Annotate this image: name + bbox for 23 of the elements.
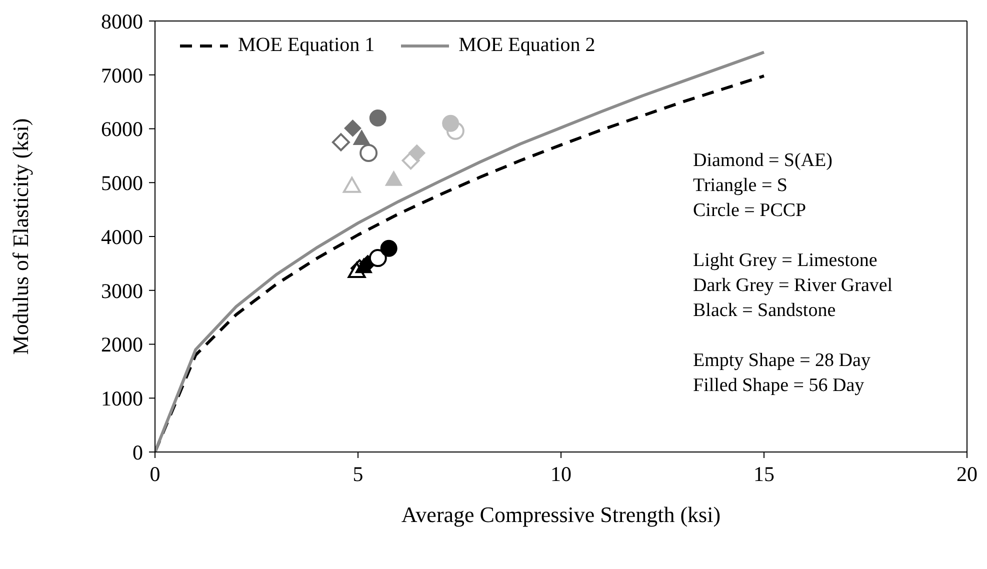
y-tick-label: 5000	[101, 171, 143, 196]
y-tick-label: 8000	[101, 9, 143, 34]
point	[368, 249, 387, 268]
y-tick-label: 1000	[101, 386, 143, 411]
y-tick-label: 3000	[101, 278, 143, 303]
notes: Diamond = S(AE) Triangle = S Circle = PCCP Light Grey = Limestone Dark Grey = River Gravel Black = Sandstone Empty Shape = 28 Day Filled Shape = 56 Day	[693, 149, 894, 398]
x-tick-label: 15	[754, 462, 774, 486]
x-tick-label: 10	[550, 462, 572, 486]
point	[360, 144, 378, 162]
x-axis-title: Average Compressive Strength (ksi)	[401, 502, 721, 527]
point	[342, 176, 361, 193]
y-tick-label: 0	[132, 440, 143, 464]
legend-label: MOE Equation 1	[238, 34, 375, 57]
x-tick-label: 20	[956, 462, 978, 486]
x-tick-label: 0	[150, 462, 160, 486]
y-tick-label: 4000	[101, 224, 143, 249]
y-axis-title: Modulus of Elasticity (ksi)	[8, 118, 33, 355]
y-tick-label: 6000	[101, 117, 143, 142]
y-tick-label: 2000	[101, 332, 143, 357]
y-tick-label: 7000	[101, 63, 143, 88]
legend-label: MOE Equation 2	[458, 34, 596, 57]
point	[332, 133, 350, 152]
x-tick-label: 5	[352, 462, 364, 486]
